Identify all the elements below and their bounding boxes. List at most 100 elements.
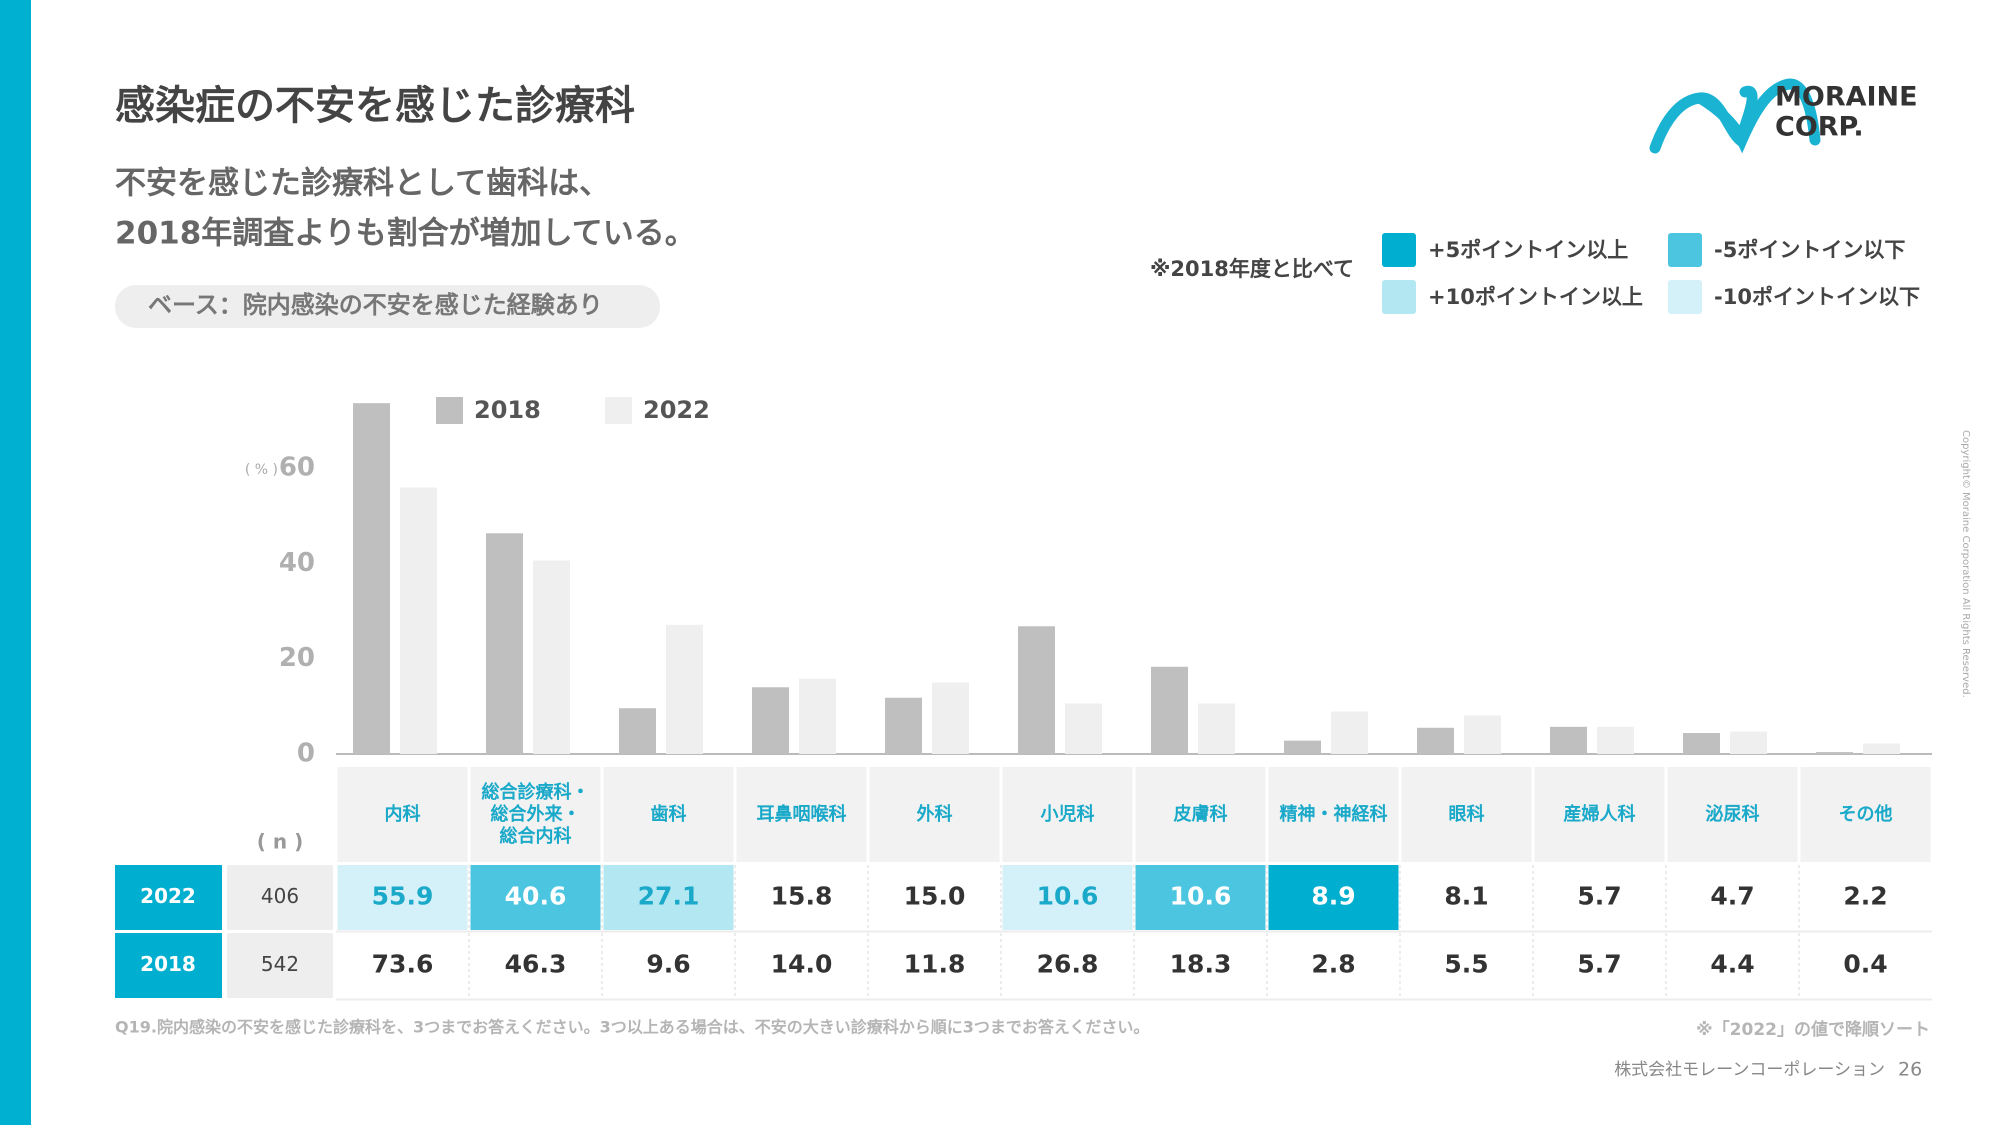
row-n: 406 bbox=[261, 884, 299, 908]
bar bbox=[1816, 752, 1853, 754]
row-year: 2018 bbox=[140, 952, 196, 976]
value-label: 46.3 bbox=[505, 950, 567, 979]
series-legend-label: 2022 bbox=[643, 396, 710, 424]
value-label: 26.8 bbox=[1037, 950, 1099, 979]
row-n-cell bbox=[227, 865, 333, 930]
table-header-cell bbox=[337, 767, 468, 862]
bar bbox=[1550, 726, 1587, 754]
value-label: 11.8 bbox=[904, 950, 966, 979]
y-tick-label: 0 bbox=[297, 739, 315, 769]
table-header-cell bbox=[1401, 767, 1532, 862]
legend-swatch bbox=[1668, 233, 1702, 267]
table-header-cell bbox=[1268, 767, 1399, 862]
table-header-cell bbox=[1800, 767, 1931, 862]
bar bbox=[619, 708, 656, 754]
category-label: 耳鼻咽喉科 bbox=[757, 803, 847, 825]
bar bbox=[1597, 726, 1634, 754]
value-label: 10.6 bbox=[1170, 882, 1232, 911]
n-label: ( n ) bbox=[257, 830, 303, 854]
bar bbox=[1863, 743, 1900, 754]
sort-note: ※「2022」の値で降順ソート bbox=[1696, 1019, 1930, 1040]
legend-swatch bbox=[1382, 233, 1416, 267]
value-cell bbox=[1135, 865, 1266, 930]
table-header-cell bbox=[603, 767, 734, 862]
category-label: 皮膚科 bbox=[1174, 803, 1228, 825]
row-n: 542 bbox=[261, 952, 299, 976]
value-label: 2.8 bbox=[1311, 950, 1355, 979]
company: 株式会社モレーンコーポレーション bbox=[1614, 1060, 1885, 1080]
value-cell bbox=[1002, 865, 1133, 930]
side-stripe bbox=[0, 0, 31, 1125]
base-pill bbox=[115, 285, 660, 328]
category-label: その他 bbox=[1839, 803, 1893, 825]
row-year-cell bbox=[115, 933, 222, 998]
logo-mark bbox=[1649, 78, 1821, 154]
title: 感染症の不安を感じた診療科 bbox=[115, 83, 635, 129]
logo-text: MORAINE bbox=[1775, 82, 1918, 113]
value-label: 5.5 bbox=[1444, 950, 1488, 979]
footnote: Q19.院内感染の不安を感じた診療科を、3つまでお答えください。3つ以上ある場合… bbox=[115, 1018, 1149, 1037]
bar bbox=[1331, 711, 1368, 754]
value-cell bbox=[337, 865, 468, 930]
value-label: 4.4 bbox=[1710, 950, 1754, 979]
value-label: 40.6 bbox=[505, 882, 567, 911]
legend-label: +5ポイントイン以上 bbox=[1428, 238, 1628, 262]
bar bbox=[799, 678, 836, 754]
value-label: 4.7 bbox=[1710, 882, 1754, 911]
value-label: 2.2 bbox=[1843, 882, 1887, 911]
category-label: 小児科 bbox=[1041, 803, 1095, 825]
bar bbox=[1683, 733, 1720, 754]
value-cell bbox=[603, 865, 734, 930]
bar bbox=[1198, 703, 1235, 754]
series-legend-swatch bbox=[436, 397, 463, 424]
bar bbox=[1284, 740, 1321, 754]
value-label: 27.1 bbox=[638, 882, 700, 911]
category-label: 産婦人科 bbox=[1564, 803, 1636, 825]
value-cell bbox=[1268, 865, 1399, 930]
row-year-cell bbox=[115, 865, 222, 930]
row-year: 2022 bbox=[140, 884, 196, 908]
copyright: Copyright© Moraine Corporation All Right… bbox=[1960, 430, 1971, 698]
legend-label: +10ポイントイン以上 bbox=[1428, 285, 1643, 309]
y-tick-label: 60 bbox=[279, 453, 315, 483]
subtitle: 不安を感じた診療科として歯科は、 bbox=[115, 166, 610, 202]
value-label: 8.9 bbox=[1311, 882, 1355, 911]
category-label: 外科 bbox=[917, 803, 953, 825]
y-tick-label: 40 bbox=[279, 548, 315, 578]
value-label: 18.3 bbox=[1170, 950, 1232, 979]
value-label: 14.0 bbox=[771, 950, 833, 979]
category-label: 精神・神経科 bbox=[1280, 803, 1388, 825]
legend-label: -10ポイントイン以下 bbox=[1714, 285, 1920, 309]
bar bbox=[666, 624, 703, 754]
table-header-cell bbox=[1135, 767, 1266, 862]
table-header-cell bbox=[1667, 767, 1798, 862]
logo-text: CORP. bbox=[1775, 112, 1864, 143]
table-header-cell bbox=[470, 767, 601, 862]
bar bbox=[752, 687, 789, 754]
table-header-cell bbox=[869, 767, 1000, 862]
bar bbox=[1464, 715, 1501, 754]
legend-swatch bbox=[1382, 280, 1416, 314]
y-tick-label: 20 bbox=[279, 643, 315, 673]
series-legend-label: 2018 bbox=[474, 396, 541, 424]
bar bbox=[1065, 703, 1102, 754]
category-label: 総合診療科・総合外来・総合内科 bbox=[482, 781, 590, 847]
series-legend-swatch bbox=[605, 397, 632, 424]
value-cell bbox=[470, 865, 601, 930]
legend-label: -5ポイントイン以下 bbox=[1714, 238, 1905, 262]
bar bbox=[885, 697, 922, 754]
value-label: 10.6 bbox=[1037, 882, 1099, 911]
y-unit: ( % ) bbox=[245, 462, 278, 478]
value-label: 73.6 bbox=[372, 950, 434, 979]
table-header-cell bbox=[1002, 767, 1133, 862]
category-label: 内科 bbox=[385, 803, 421, 825]
value-label: 8.1 bbox=[1444, 882, 1488, 911]
subtitle: 2018年調査よりも割合が増加している。 bbox=[115, 216, 696, 252]
legend-note: ※2018年度と比べて bbox=[1150, 257, 1354, 281]
value-label: 0.4 bbox=[1843, 950, 1887, 979]
bar bbox=[932, 682, 969, 754]
row-n-cell bbox=[227, 933, 333, 998]
bar bbox=[1417, 727, 1454, 754]
legend-swatch bbox=[1668, 280, 1702, 314]
